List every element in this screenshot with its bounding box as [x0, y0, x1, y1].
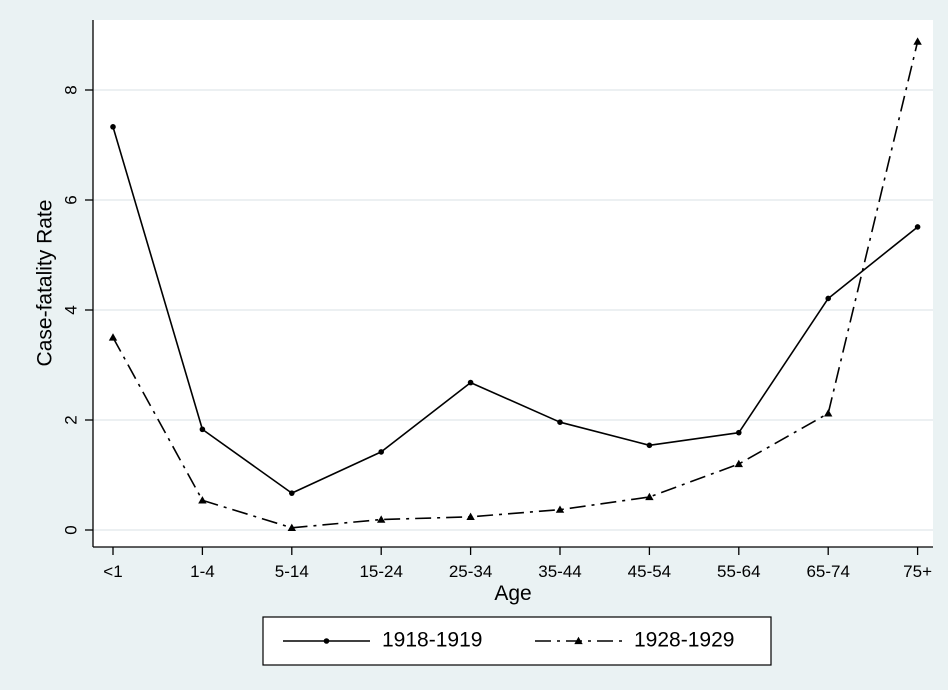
- data-point-1-9: [825, 295, 831, 302]
- legend-label-2: 1928-1929: [634, 629, 734, 652]
- y-tick-label: 4: [61, 305, 80, 314]
- series-line-1: [112, 126, 919, 494]
- data-point-2-6: [555, 505, 565, 513]
- data-point-2-9: [824, 409, 833, 417]
- x-tick-label: 35-44: [538, 562, 581, 581]
- data-point-1-5: [467, 379, 474, 386]
- data-point-1-3: [289, 490, 295, 496]
- data-point-1-10: [914, 224, 921, 230]
- y-tick-label: 8: [61, 85, 80, 94]
- data-point-2-4: [377, 515, 386, 523]
- data-point-1-6: [557, 419, 563, 426]
- data-point-1-2: [199, 426, 206, 433]
- x-tick-label: 15-24: [359, 562, 402, 581]
- y-tick-label: 0: [61, 525, 80, 534]
- data-point-1-7: [646, 442, 653, 449]
- legend-label-1: 1918-1919: [382, 629, 482, 652]
- data-series: [108, 37, 922, 531]
- data-point-2-3: [287, 523, 296, 531]
- y-axis-label: Case-fatality Rate: [34, 200, 57, 367]
- legend: 1918-1919 1928-1929: [262, 616, 772, 666]
- axes: 0 2 4 6 8 <1 1-4 5-14 15-24 25-34 35-44 45-54 55-64 6…: [61, 20, 933, 581]
- x-tick-label: 1-4: [190, 562, 215, 581]
- x-tick-label: 75+: [903, 562, 932, 581]
- data-point-1-1: [110, 124, 116, 130]
- x-tick-label: 55-64: [717, 562, 760, 581]
- series-line-2: [112, 41, 919, 529]
- x-tick-label: 5-14: [275, 562, 309, 581]
- grid-lines: [93, 89, 933, 531]
- x-axis-label: Age: [494, 582, 531, 605]
- plot-area: [93, 20, 933, 547]
- data-point-1-8: [736, 429, 742, 436]
- x-tick-label: 65-74: [806, 562, 849, 581]
- data-point-2-5: [466, 512, 475, 520]
- y-tick-label: 2: [61, 415, 80, 424]
- data-point-2-10: [913, 37, 922, 45]
- data-point-2-1: [108, 333, 118, 341]
- x-tick-label: 45-54: [628, 562, 671, 581]
- x-tick-label: 25-34: [449, 562, 492, 581]
- x-tick-label: <1: [103, 562, 122, 581]
- data-point-2-7: [645, 492, 654, 501]
- y-tick-label: 6: [61, 195, 80, 204]
- legend-marker-1: [323, 638, 330, 644]
- data-point-2-2: [198, 496, 207, 504]
- legend-marker-2: [574, 636, 583, 645]
- data-point-1-4: [378, 449, 385, 455]
- data-point-2-8: [734, 459, 743, 468]
